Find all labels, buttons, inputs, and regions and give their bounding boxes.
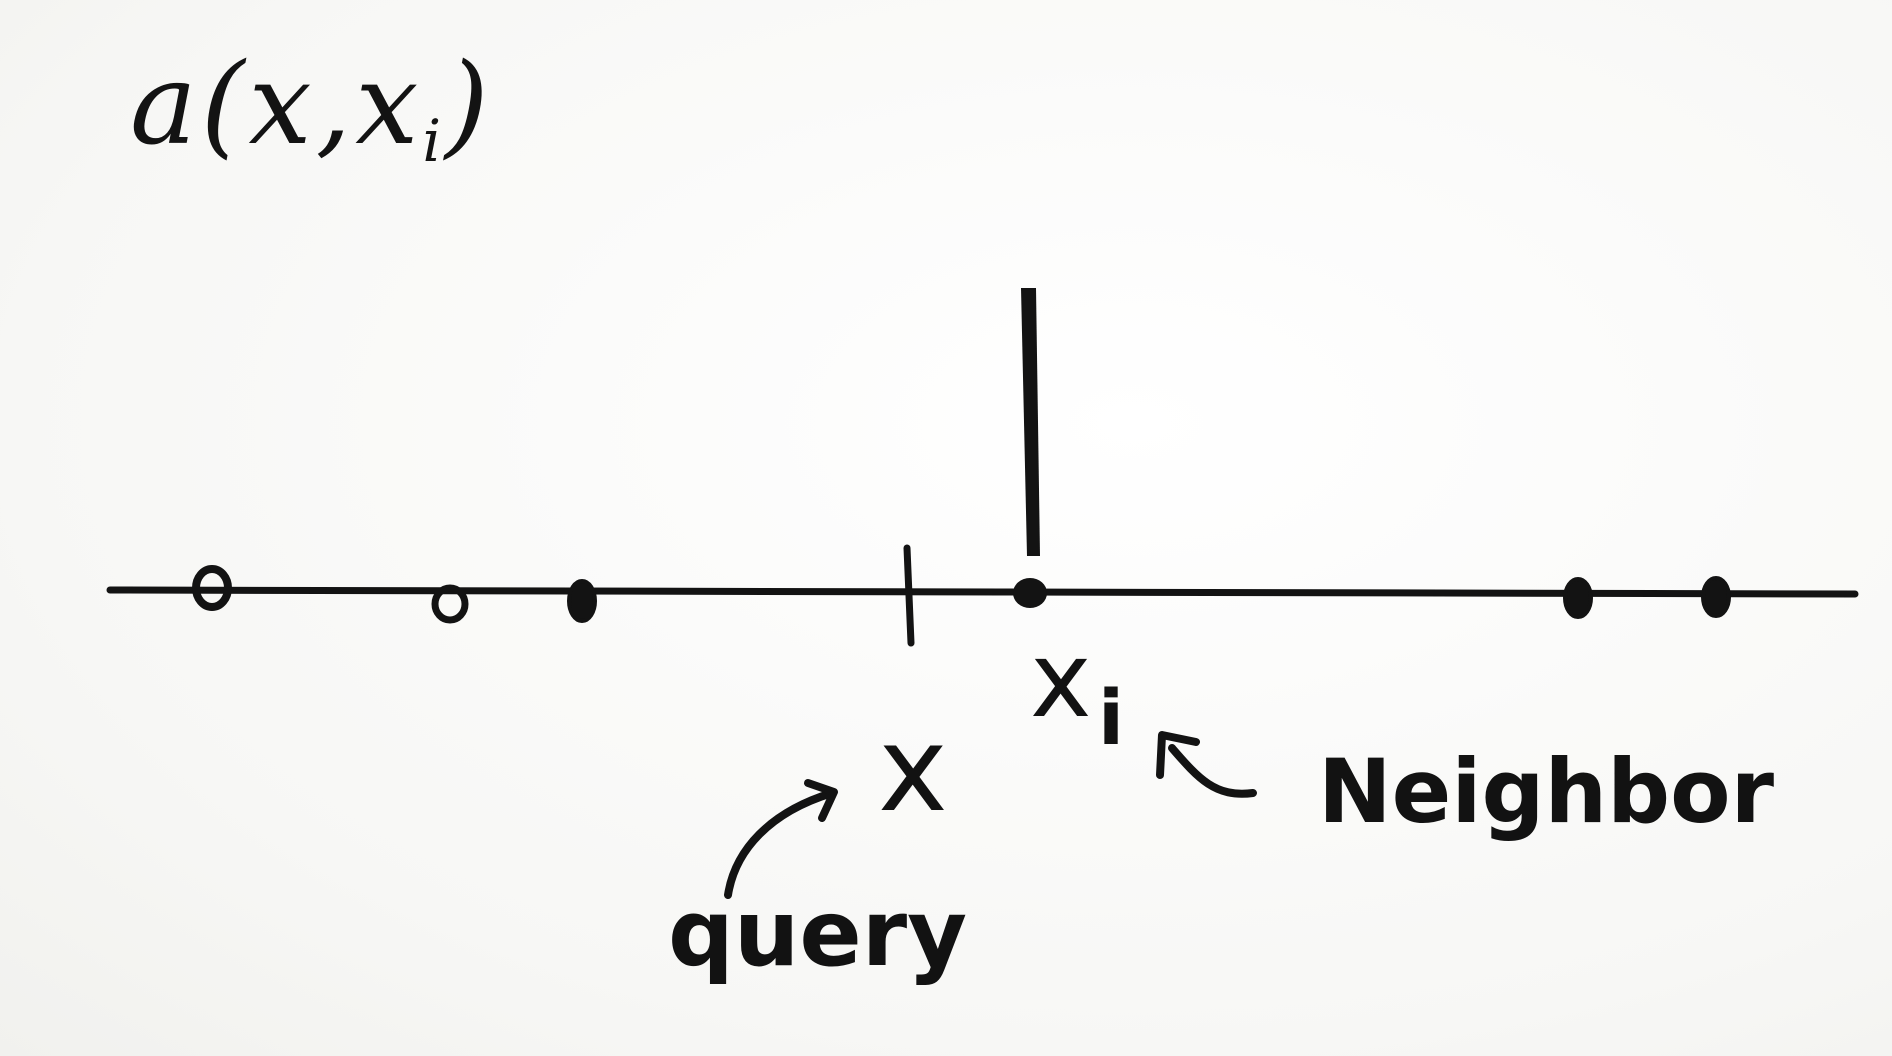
data-point (1701, 576, 1731, 618)
neighbor-arrow (1168, 744, 1257, 798)
data-points (192, 565, 1731, 624)
query-arrow (724, 789, 836, 899)
formula-separator: , (315, 40, 356, 170)
neighbor-point-label: x (1030, 619, 1092, 741)
query-point-label: x (878, 700, 948, 838)
data-point (567, 579, 597, 623)
data-point-neighbor (1013, 578, 1047, 608)
neighbor-point-subscript: i (1098, 673, 1124, 762)
data-point (1563, 577, 1593, 619)
data-point (431, 584, 469, 624)
query-arrow-head (804, 779, 838, 822)
neighbor-caption: Neighbor (1318, 740, 1775, 843)
formula-function: a (130, 40, 201, 170)
number-line (106, 586, 1859, 598)
data-point (192, 565, 232, 611)
formula-close-paren: ) (445, 40, 493, 170)
formula-open-paren: ( (200, 40, 249, 170)
weight-bar (1021, 288, 1040, 556)
formula-arg-x: x (248, 40, 316, 170)
formula-arg-subscript: i (422, 107, 445, 175)
query-caption: query (668, 880, 967, 987)
neighbor-arrow-head (1156, 731, 1200, 779)
formula-arg-xi: x (355, 40, 423, 170)
query-tick-mark (903, 544, 915, 647)
kernel-formula: a(x,xi) (130, 40, 493, 175)
